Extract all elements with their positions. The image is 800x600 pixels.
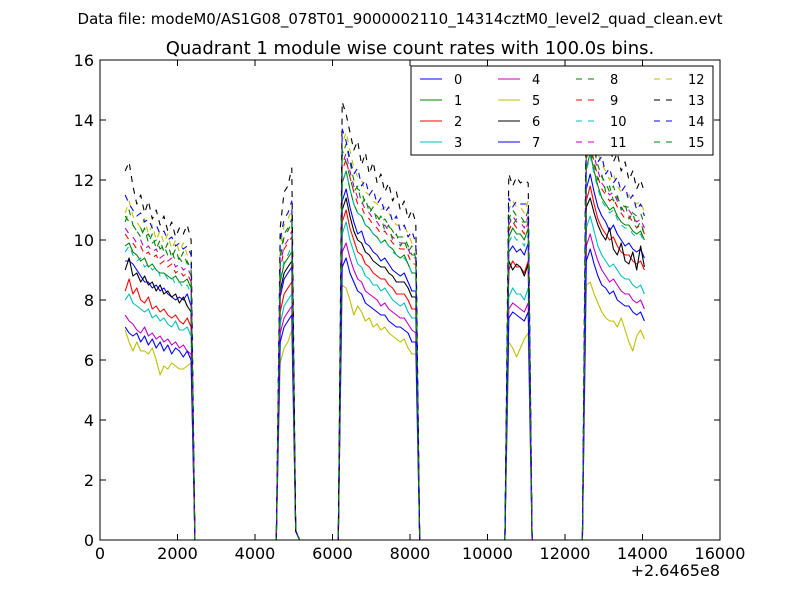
x-tick-label: 4000 [235, 544, 276, 563]
series-line-11 [124, 137, 645, 541]
y-tick-label: 12 [74, 171, 94, 190]
y-tick-label: 0 [84, 531, 94, 550]
legend-label-9: 9 [610, 94, 618, 109]
legend-label-11: 11 [610, 136, 627, 151]
y-tick-label: 14 [74, 111, 94, 130]
series-line-12 [124, 119, 645, 541]
legend-label-3: 3 [454, 136, 462, 151]
x-tick-label: 14000 [617, 544, 668, 563]
legend-label-1: 1 [454, 94, 462, 109]
y-tick-label: 8 [84, 291, 94, 310]
y-tick-label: 16 [74, 51, 94, 70]
chart-title: Quadrant 1 module wise count rates with … [166, 38, 655, 59]
x-tick-label: 12000 [540, 544, 591, 563]
x-tick-label: 2000 [157, 544, 198, 563]
y-tick-label: 2 [84, 471, 94, 490]
x-tick-label: 8000 [390, 544, 431, 563]
x-tick-label: 6000 [312, 544, 353, 563]
y-tick-label: 4 [84, 411, 94, 430]
figure-suptitle: Data file: modeM0/AS1G08_078T01_90000021… [78, 10, 723, 29]
legend-label-8: 8 [610, 73, 618, 88]
y-tick-label: 6 [84, 351, 94, 370]
x-tick-label: 0 [95, 544, 105, 563]
x-tick-label: 16000 [695, 544, 746, 563]
axis-ticks: 0 2000 4000 6000 8000 10000 12000 14000 16000 0 2 4… [74, 51, 746, 563]
y-tick-label: 10 [74, 231, 94, 250]
legend-label-7: 7 [532, 136, 540, 151]
legend-label-15: 15 [688, 136, 705, 151]
x-offset-label: +2.6465e8 [631, 561, 720, 580]
legend-label-4: 4 [532, 73, 540, 88]
legend-frame [410, 65, 714, 156]
legend-label-0: 0 [454, 73, 462, 88]
legend-label-10: 10 [610, 115, 627, 130]
legend-label-2: 2 [454, 115, 462, 130]
legend-label-5: 5 [532, 94, 540, 109]
x-tick-label: 10000 [462, 544, 513, 563]
legend-label-6: 6 [532, 115, 540, 130]
legend-label-12: 12 [688, 73, 705, 88]
legend-label-13: 13 [688, 94, 705, 109]
legend-label-14: 14 [688, 115, 705, 130]
